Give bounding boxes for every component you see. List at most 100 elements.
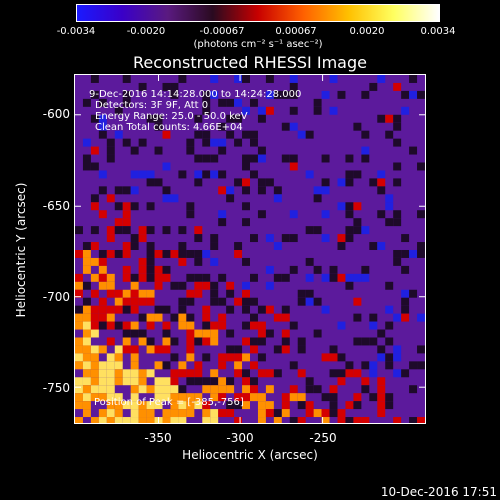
map-pixel xyxy=(369,361,378,370)
map-pixel xyxy=(257,321,266,330)
map-pixel xyxy=(90,194,99,203)
map-pixel xyxy=(377,210,386,219)
map-pixel xyxy=(130,289,139,298)
map-pixel xyxy=(106,353,115,362)
map-pixel xyxy=(106,409,115,418)
map-pixel xyxy=(305,257,314,266)
map-pixel xyxy=(401,369,410,378)
map-pixel xyxy=(194,337,203,346)
map-pixel xyxy=(297,130,306,139)
map-pixel xyxy=(162,361,171,370)
map-pixel xyxy=(82,321,91,330)
map-pixel xyxy=(257,186,266,195)
map-pixel xyxy=(82,393,91,402)
map-pixel xyxy=(98,98,107,107)
map-pixel xyxy=(82,337,91,346)
map-pixel xyxy=(218,273,227,282)
map-pixel xyxy=(138,329,147,338)
map-pixel xyxy=(162,337,171,346)
map-pixel xyxy=(202,377,211,386)
map-pixel xyxy=(281,313,290,322)
map-pixel xyxy=(234,114,243,123)
map-pixel xyxy=(257,393,266,402)
map-pixel xyxy=(385,305,394,314)
map-pixel xyxy=(122,345,131,354)
map-pixel xyxy=(194,273,203,282)
map-pixel xyxy=(409,90,418,99)
map-pixel xyxy=(345,273,354,282)
map-pixel xyxy=(273,417,282,423)
map-pixel xyxy=(106,361,115,370)
map-pixel xyxy=(313,409,322,418)
map-pixel xyxy=(202,273,211,282)
map-pixel xyxy=(257,369,266,378)
map-pixel xyxy=(329,273,338,282)
info-detectors: Detectors: 3F 9F, Att 0 xyxy=(95,100,209,111)
map-pixel xyxy=(393,162,402,171)
map-pixel xyxy=(106,194,115,203)
map-pixel xyxy=(273,242,282,250)
map-pixel xyxy=(305,226,314,235)
map-pixel xyxy=(98,321,107,330)
map-pixel xyxy=(369,337,378,346)
map-pixel xyxy=(361,417,370,423)
map-pixel xyxy=(417,90,425,99)
map-pixel xyxy=(313,98,322,107)
map-pixel xyxy=(162,345,171,354)
map-pixel xyxy=(242,337,250,346)
map-pixel xyxy=(210,297,219,306)
map-pixel xyxy=(82,409,91,418)
map-pixel xyxy=(250,273,258,282)
map-pixel xyxy=(186,249,195,258)
map-pixel xyxy=(226,345,235,354)
map-pixel xyxy=(90,377,99,386)
map-pixel xyxy=(130,329,139,338)
map-pixel xyxy=(194,257,203,266)
map-pixel xyxy=(321,393,330,402)
map-pixel xyxy=(90,369,99,378)
map-pixel xyxy=(289,393,298,402)
map-pixel xyxy=(218,122,227,131)
map-pixel xyxy=(210,242,219,250)
map-pixel xyxy=(250,130,258,139)
map-pixel xyxy=(289,417,298,423)
map-pixel xyxy=(273,345,282,354)
map-pixel xyxy=(218,297,227,306)
map-pixel xyxy=(210,337,219,346)
map-pixel xyxy=(82,297,91,306)
map-pixel xyxy=(122,401,131,410)
map-pixel xyxy=(353,393,362,402)
map-pixel xyxy=(242,75,250,83)
map-pixel xyxy=(90,305,99,314)
map-pixel xyxy=(361,377,370,386)
map-pixel xyxy=(98,257,107,266)
map-pixel xyxy=(289,90,298,99)
map-pixel xyxy=(202,409,211,418)
map-pixel xyxy=(138,265,147,274)
map-pixel xyxy=(226,353,235,362)
map-pixel xyxy=(202,305,211,314)
map-pixel xyxy=(122,249,131,258)
map-pixel xyxy=(226,401,235,410)
map-pixel xyxy=(154,273,163,282)
map-pixel xyxy=(114,353,123,362)
map-pixel xyxy=(90,345,99,354)
map-pixel xyxy=(98,265,107,274)
map-pixel xyxy=(345,226,354,235)
map-pixel xyxy=(385,361,394,370)
colorbar-tick-label: 0.0020 xyxy=(349,26,385,37)
map-pixel xyxy=(218,321,227,330)
map-pixel xyxy=(178,321,187,330)
map-pixel xyxy=(305,297,314,306)
map-pixel xyxy=(162,417,171,423)
map-pixel xyxy=(122,138,131,147)
map-pixel xyxy=(75,417,83,423)
map-pixel xyxy=(170,417,179,423)
map-pixel xyxy=(106,289,115,298)
map-pixel xyxy=(242,297,250,306)
map-pixel xyxy=(401,249,410,258)
map-pixel xyxy=(250,385,258,394)
map-pixel xyxy=(250,297,258,306)
map-pixel xyxy=(170,401,179,410)
map-pixel xyxy=(202,154,211,163)
